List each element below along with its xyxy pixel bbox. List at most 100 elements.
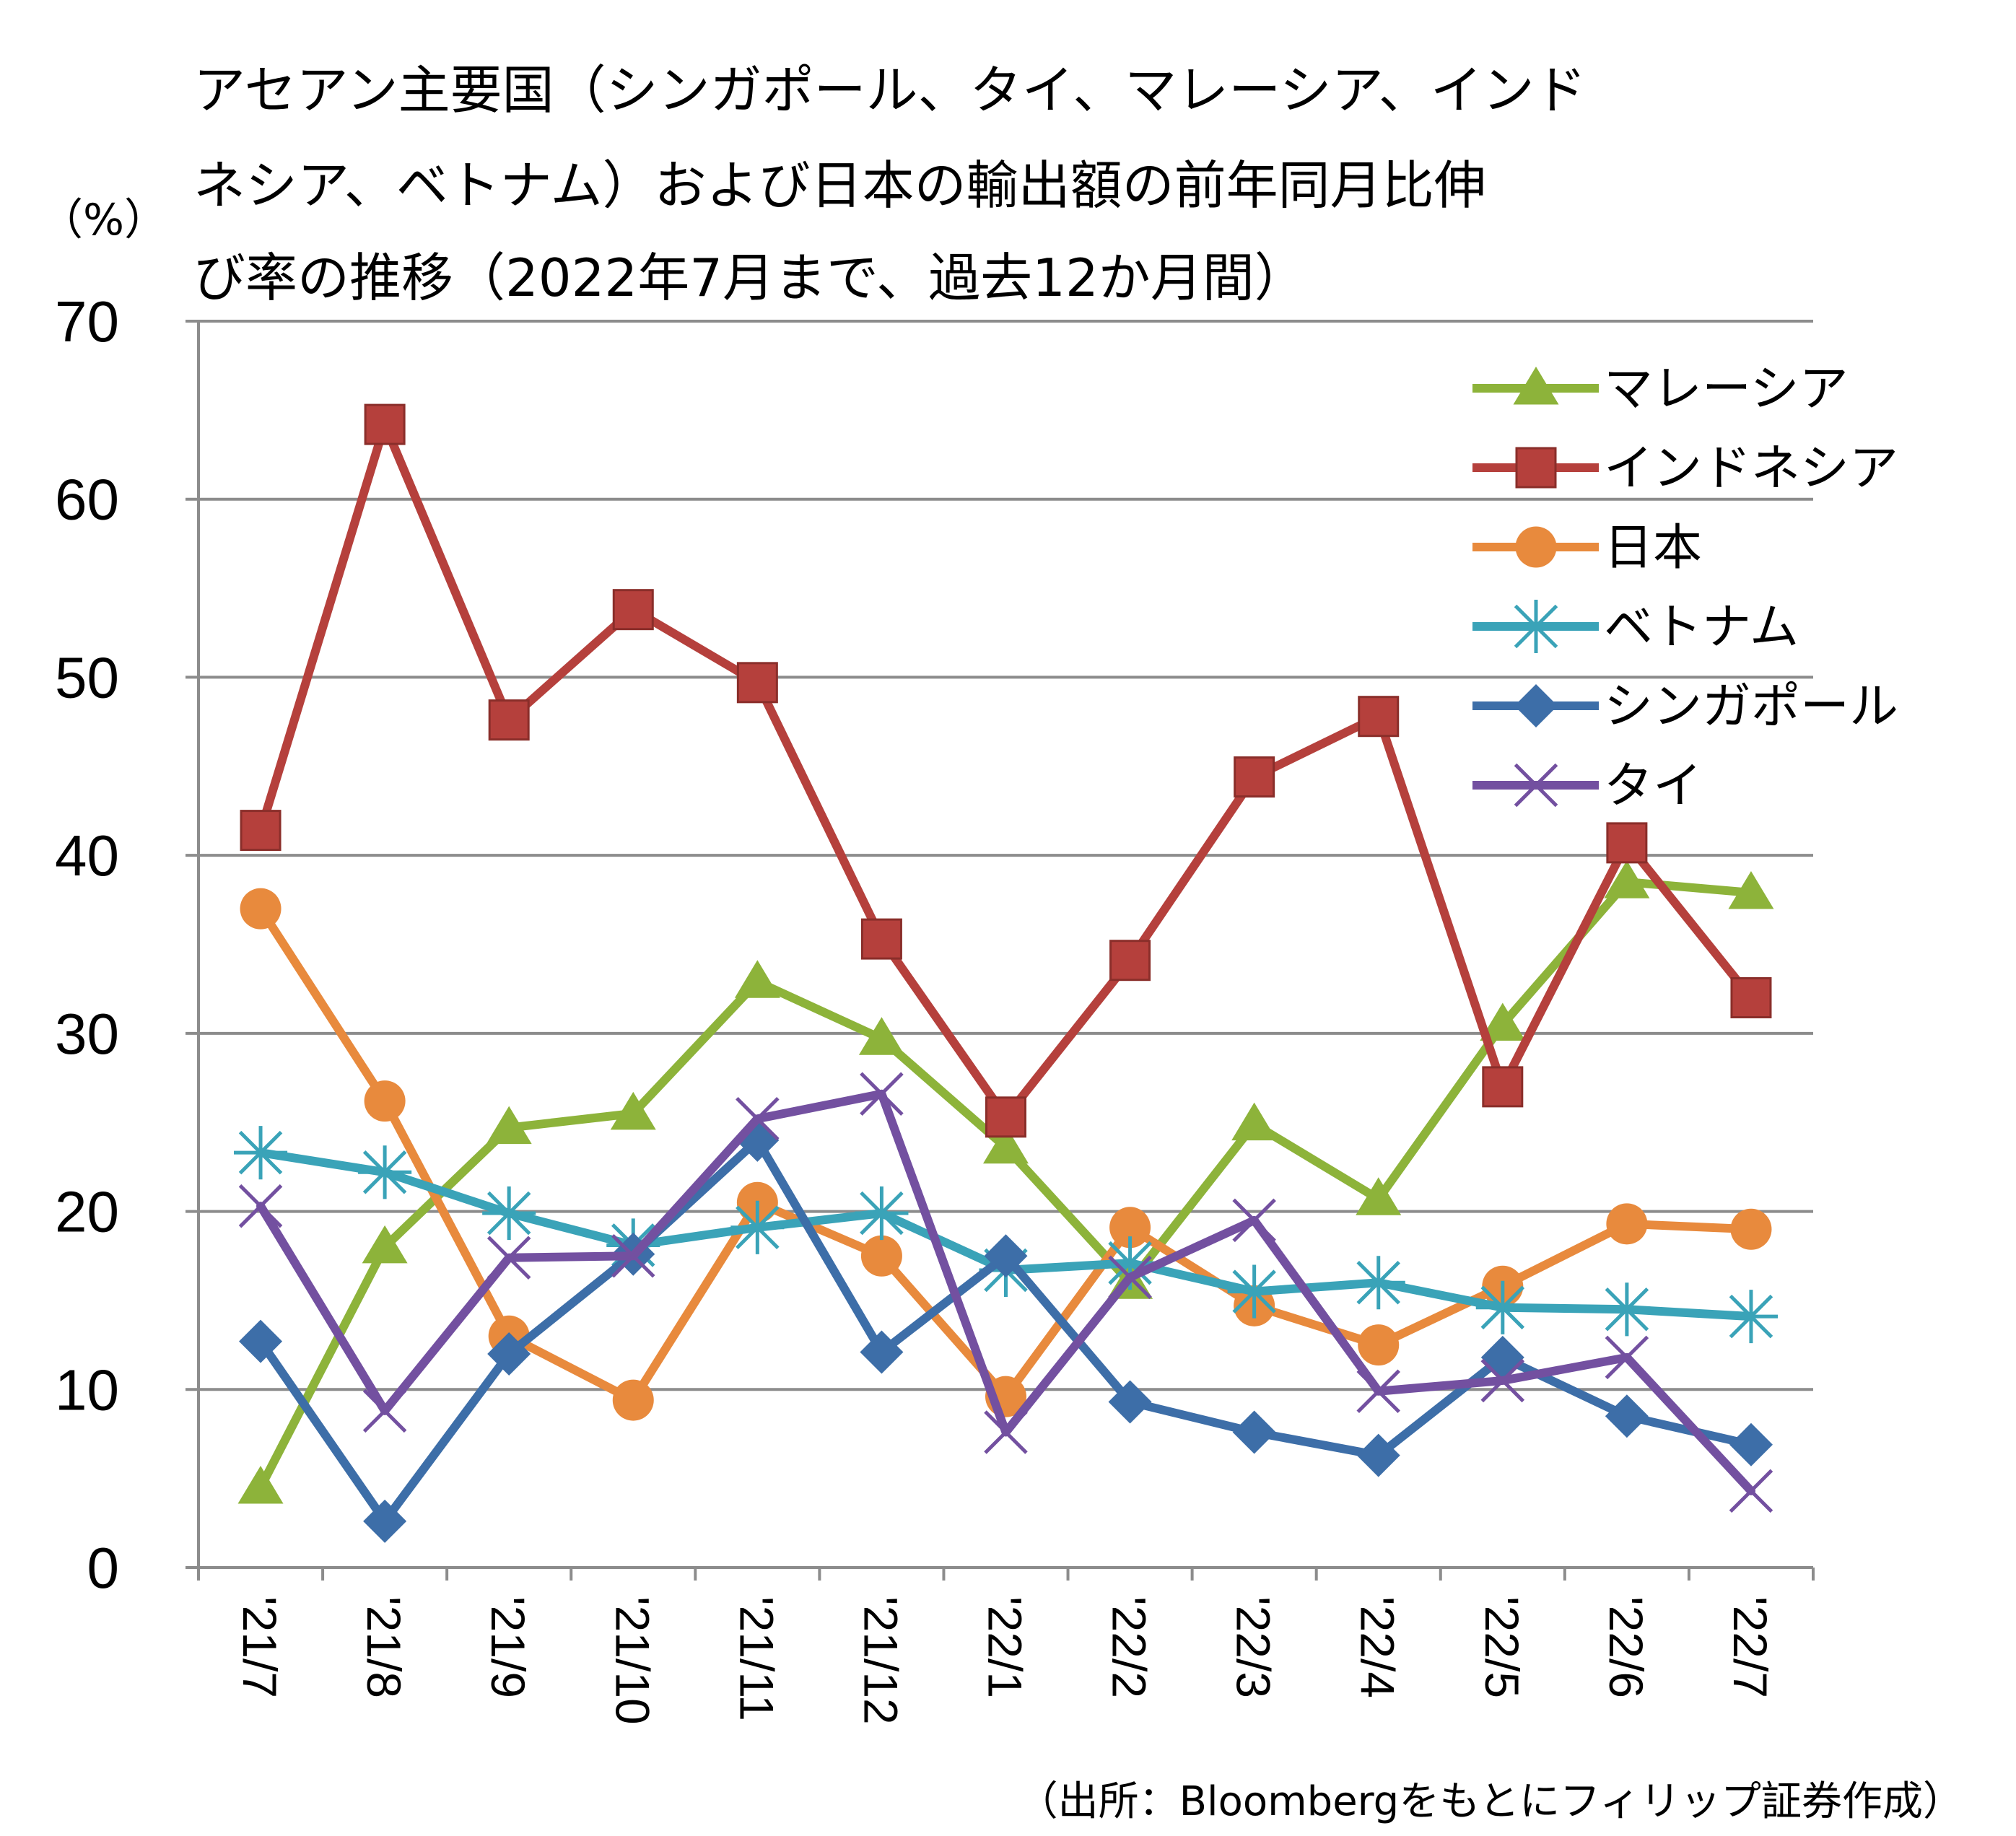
data-point — [1356, 1433, 1400, 1477]
data-point — [364, 403, 406, 445]
y-axis-ticks: 0 10 20 30 40 50 60 70 — [55, 289, 119, 1600]
series-0 — [237, 860, 1774, 1504]
legend-marker — [1514, 684, 1558, 727]
legend-label: シンガポール — [1604, 678, 1898, 735]
data-point — [1480, 1002, 1526, 1041]
legend-entry: タイ — [1472, 758, 1702, 815]
data-point — [610, 1091, 656, 1130]
legend-entry: 日本 — [1472, 520, 1702, 577]
data-point — [1606, 1203, 1648, 1245]
data-point — [984, 1410, 1028, 1454]
data-point — [240, 810, 282, 852]
data-point — [239, 1319, 283, 1363]
legend-label: タイ — [1604, 758, 1702, 815]
x-axis-ticks: '21/7 '21/8 '21/9 '21/10 '21/11 '21/12 '22/1 '2… — [233, 1596, 1777, 1725]
data-point — [1232, 1198, 1276, 1243]
legend-marker — [1515, 447, 1557, 489]
series-group — [233, 403, 1779, 1543]
data-point — [1730, 1208, 1772, 1250]
x-tick-label: '21/10 — [606, 1596, 659, 1725]
data-point — [1108, 1255, 1152, 1300]
data-point — [860, 1330, 904, 1374]
data-point — [1234, 756, 1275, 798]
y-tick-label-60: 60 — [55, 468, 119, 532]
data-point — [736, 662, 778, 704]
data-point — [1480, 1358, 1525, 1403]
data-point — [983, 1125, 1029, 1164]
data-point — [1729, 1422, 1773, 1466]
data-point — [1605, 1335, 1649, 1380]
source-note: （出所：Bloombergをもとにフィリップ証券作成） — [1018, 1778, 1963, 1825]
x-tick-label: '22/2 — [1103, 1596, 1156, 1698]
data-point — [984, 1234, 1028, 1278]
data-point — [1108, 1380, 1152, 1424]
data-point — [237, 1465, 284, 1504]
data-point — [358, 1145, 412, 1199]
data-point — [858, 1017, 904, 1055]
data-point — [860, 1072, 904, 1116]
series-1 — [240, 403, 1772, 1138]
data-point — [1231, 1102, 1278, 1141]
x-tick-label: '21/12 — [854, 1596, 907, 1725]
y-tick-label-40: 40 — [55, 823, 119, 888]
legend-label: 日本 — [1604, 520, 1702, 577]
y-tick-label-30: 30 — [55, 1002, 119, 1066]
data-point — [362, 1389, 407, 1433]
x-tick-label: '22/4 — [1351, 1596, 1405, 1698]
x-tick-label: '21/9 — [481, 1596, 535, 1698]
chart-title-line-3: び率の推移（2022年7月まで、過去12か月間） — [193, 248, 1306, 308]
y-tick-label-20: 20 — [55, 1180, 119, 1244]
data-point — [363, 1499, 407, 1543]
data-point — [1604, 860, 1650, 899]
data-point — [1475, 1280, 1530, 1334]
legend-label: マレーシア — [1604, 361, 1849, 418]
y-tick-label-10: 10 — [55, 1358, 119, 1422]
data-point — [364, 1080, 406, 1122]
legend-entry: シンガポール — [1472, 678, 1898, 735]
gridlines — [198, 320, 1813, 1391]
chart-title-line-1: アセアン主要国（シンガポール、タイ、マレーシア、インド — [193, 60, 1587, 121]
data-point — [1356, 1177, 1402, 1215]
data-point — [488, 699, 530, 741]
x-tick-label: '22/5 — [1475, 1596, 1529, 1698]
data-point — [1227, 1264, 1281, 1319]
data-point — [238, 1184, 283, 1228]
data-point — [487, 1332, 531, 1376]
data-point — [233, 1126, 288, 1180]
x-tick-label: '22/6 — [1600, 1596, 1653, 1698]
x-tick-label: '22/3 — [1227, 1596, 1280, 1698]
data-point — [1730, 977, 1772, 1019]
series-5 — [238, 1072, 1773, 1513]
series-4 — [239, 1118, 1773, 1543]
x-tick-label: '21/11 — [730, 1596, 783, 1721]
legend-marker — [1515, 526, 1557, 568]
data-point — [1606, 822, 1648, 864]
legend-entry: インドネシア — [1472, 440, 1898, 497]
data-point — [1232, 1410, 1276, 1454]
data-point — [1605, 1394, 1649, 1438]
data-point — [611, 1233, 655, 1278]
data-point — [734, 960, 780, 998]
data-point — [1356, 1369, 1400, 1414]
data-point — [860, 1235, 902, 1277]
data-point — [1600, 1282, 1654, 1337]
data-point — [1724, 1290, 1779, 1344]
data-point — [985, 1096, 1026, 1138]
y-tick-label-0: 0 — [87, 1536, 120, 1600]
data-point — [1358, 696, 1400, 738]
legend-label: インドネシア — [1604, 440, 1898, 497]
axes — [186, 320, 1815, 1581]
data-point — [1729, 1469, 1773, 1513]
y-tick-label-50: 50 — [55, 645, 119, 709]
legend-label: ベトナム — [1604, 599, 1799, 656]
data-point — [612, 589, 654, 631]
data-point — [1482, 1066, 1524, 1108]
x-tick-label: '21/8 — [357, 1596, 411, 1698]
legend-marker — [1513, 367, 1559, 405]
series-line — [256, 1135, 1755, 1526]
x-tick-label: '22/1 — [979, 1596, 1032, 1698]
data-point — [736, 1097, 780, 1141]
y-tick-label-70: 70 — [55, 289, 119, 354]
